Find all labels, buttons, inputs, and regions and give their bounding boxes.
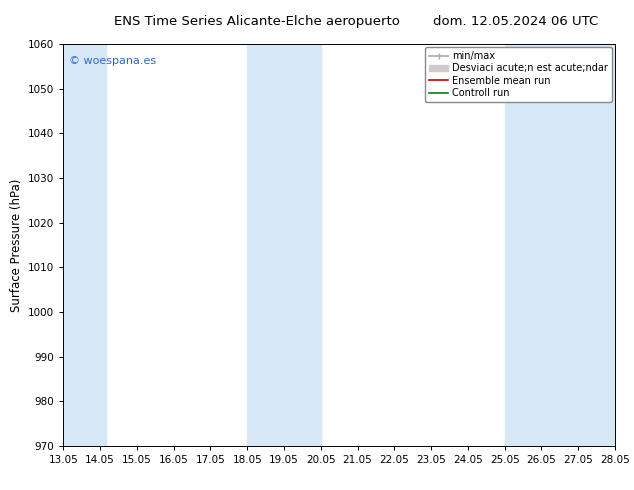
Text: © woespana.es: © woespana.es: [69, 56, 156, 66]
Y-axis label: Surface Pressure (hPa): Surface Pressure (hPa): [10, 178, 23, 312]
Legend: min/max, Desviaci acute;n est acute;ndar, Ensemble mean run, Controll run: min/max, Desviaci acute;n est acute;ndar…: [425, 47, 612, 102]
Text: ENS Time Series Alicante-Elche aeropuerto: ENS Time Series Alicante-Elche aeropuert…: [113, 15, 399, 28]
Bar: [505, 44, 615, 446]
Text: dom. 12.05.2024 06 UTC: dom. 12.05.2024 06 UTC: [433, 15, 598, 28]
Bar: [63, 44, 106, 446]
Bar: [247, 44, 321, 446]
